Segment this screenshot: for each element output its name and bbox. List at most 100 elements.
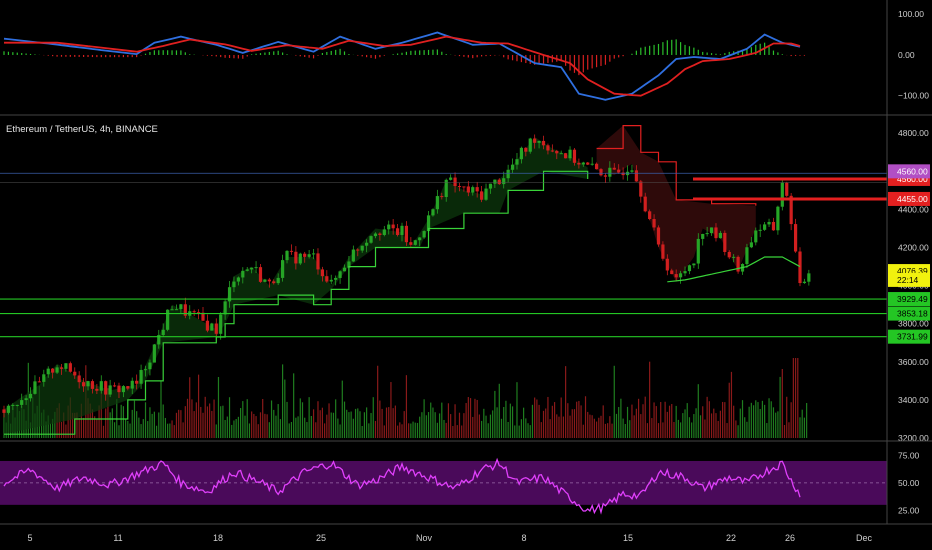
volume-bar bbox=[127, 420, 129, 438]
candle-body bbox=[692, 263, 696, 266]
candle-body bbox=[82, 382, 86, 387]
volume-bar bbox=[662, 422, 664, 438]
volume-bar bbox=[688, 417, 691, 438]
volume-bar bbox=[759, 409, 761, 438]
volume-bar bbox=[304, 417, 306, 438]
volume-bar bbox=[487, 423, 489, 438]
volume-bar bbox=[538, 404, 540, 438]
volume-bar bbox=[120, 404, 122, 438]
volume-bar bbox=[684, 409, 686, 438]
volume-bar bbox=[607, 423, 609, 438]
macd-line bbox=[3, 31, 801, 101]
candle-body bbox=[37, 381, 41, 383]
volume-bar bbox=[113, 422, 116, 438]
volume-bar bbox=[242, 401, 244, 438]
volume-bar bbox=[511, 406, 514, 438]
volume-bar bbox=[799, 417, 801, 438]
volume-bar bbox=[147, 421, 149, 438]
volume-bar bbox=[197, 374, 200, 438]
macd-tick-label: −100.00 bbox=[898, 91, 929, 101]
trailing-stop-up-line bbox=[4, 170, 589, 435]
volume-bar bbox=[507, 421, 509, 438]
volume-bar bbox=[565, 366, 567, 438]
price-level-tag bbox=[888, 306, 930, 321]
volume-bar bbox=[220, 406, 222, 438]
volume-bar bbox=[255, 416, 257, 438]
rsi-tick-label: 50.00 bbox=[898, 478, 920, 488]
volume-bar bbox=[750, 402, 752, 438]
time-axis[interactable]: 5 11 18 25 Nov 8 15 22 26 Dec bbox=[27, 533, 872, 543]
volume-bar bbox=[569, 415, 571, 438]
volume-bar bbox=[346, 409, 348, 438]
volume-bar bbox=[786, 396, 788, 438]
volume-bar bbox=[259, 412, 262, 438]
volume-bar bbox=[472, 416, 474, 438]
price-axis[interactable]: 100.000.00−100.004800.004600.004400.0042… bbox=[888, 9, 930, 515]
volume-bar bbox=[107, 388, 109, 438]
volume-bar bbox=[781, 368, 783, 438]
time-tick-label: 26 bbox=[785, 533, 795, 543]
volume-bar bbox=[702, 406, 704, 438]
volume-bar bbox=[527, 423, 529, 438]
candle-body bbox=[732, 256, 736, 258]
volume-bar bbox=[228, 397, 231, 438]
volume-bar bbox=[584, 396, 587, 438]
candle-body bbox=[687, 265, 692, 272]
volume-bar bbox=[290, 421, 293, 438]
candle-body bbox=[55, 367, 59, 373]
candle-body bbox=[466, 186, 470, 193]
volume-bar bbox=[500, 418, 503, 438]
candle-body bbox=[51, 368, 55, 373]
volume-bar bbox=[416, 422, 419, 438]
volume-bar bbox=[553, 402, 556, 438]
volume-bar bbox=[383, 425, 385, 438]
candle-body bbox=[342, 267, 347, 272]
volume-bar bbox=[67, 405, 69, 438]
volume-bar bbox=[675, 405, 677, 438]
volume-bar bbox=[352, 418, 354, 438]
candle-body bbox=[77, 375, 81, 383]
volume-bar bbox=[193, 411, 195, 438]
volume-bar bbox=[633, 415, 635, 438]
volume-bar bbox=[481, 420, 483, 438]
volume-bar bbox=[492, 410, 494, 438]
candle-body bbox=[351, 249, 355, 262]
volume-bar bbox=[374, 420, 377, 438]
volume-bar bbox=[430, 402, 432, 438]
volume-bar bbox=[140, 424, 142, 438]
volume-bar bbox=[423, 399, 425, 438]
candle-body bbox=[555, 150, 559, 154]
volume-bar bbox=[47, 415, 49, 438]
volume-bar bbox=[341, 380, 343, 438]
candle-body bbox=[674, 274, 678, 278]
volume-bar bbox=[324, 423, 326, 438]
volume-bar bbox=[372, 397, 374, 438]
volume-bar bbox=[706, 396, 708, 438]
volume-bar bbox=[600, 415, 602, 438]
volume-bar bbox=[180, 410, 182, 438]
time-tick-label: 5 bbox=[27, 533, 32, 543]
volume-bar bbox=[467, 397, 469, 438]
volume-bar bbox=[226, 416, 228, 438]
volume-bar bbox=[175, 412, 178, 438]
candle-body bbox=[670, 270, 674, 275]
volume-bar bbox=[523, 407, 525, 438]
volume-bar bbox=[806, 402, 808, 438]
volume-bar bbox=[109, 412, 111, 438]
candle-body bbox=[506, 169, 510, 179]
candle-body bbox=[139, 369, 143, 384]
candle-body bbox=[422, 231, 426, 238]
candle-body bbox=[2, 409, 6, 413]
volume-bar bbox=[414, 422, 416, 438]
volume-bar bbox=[560, 397, 562, 438]
price-level-label: 3731.99 bbox=[897, 332, 928, 342]
volume-bar bbox=[695, 408, 697, 438]
volume-bar bbox=[715, 413, 717, 438]
candle-body bbox=[480, 191, 484, 200]
candle-body bbox=[444, 179, 448, 198]
candle-body bbox=[533, 138, 537, 143]
volume-bar bbox=[427, 412, 430, 438]
candle-body bbox=[227, 287, 232, 302]
volume-bar bbox=[673, 421, 675, 438]
